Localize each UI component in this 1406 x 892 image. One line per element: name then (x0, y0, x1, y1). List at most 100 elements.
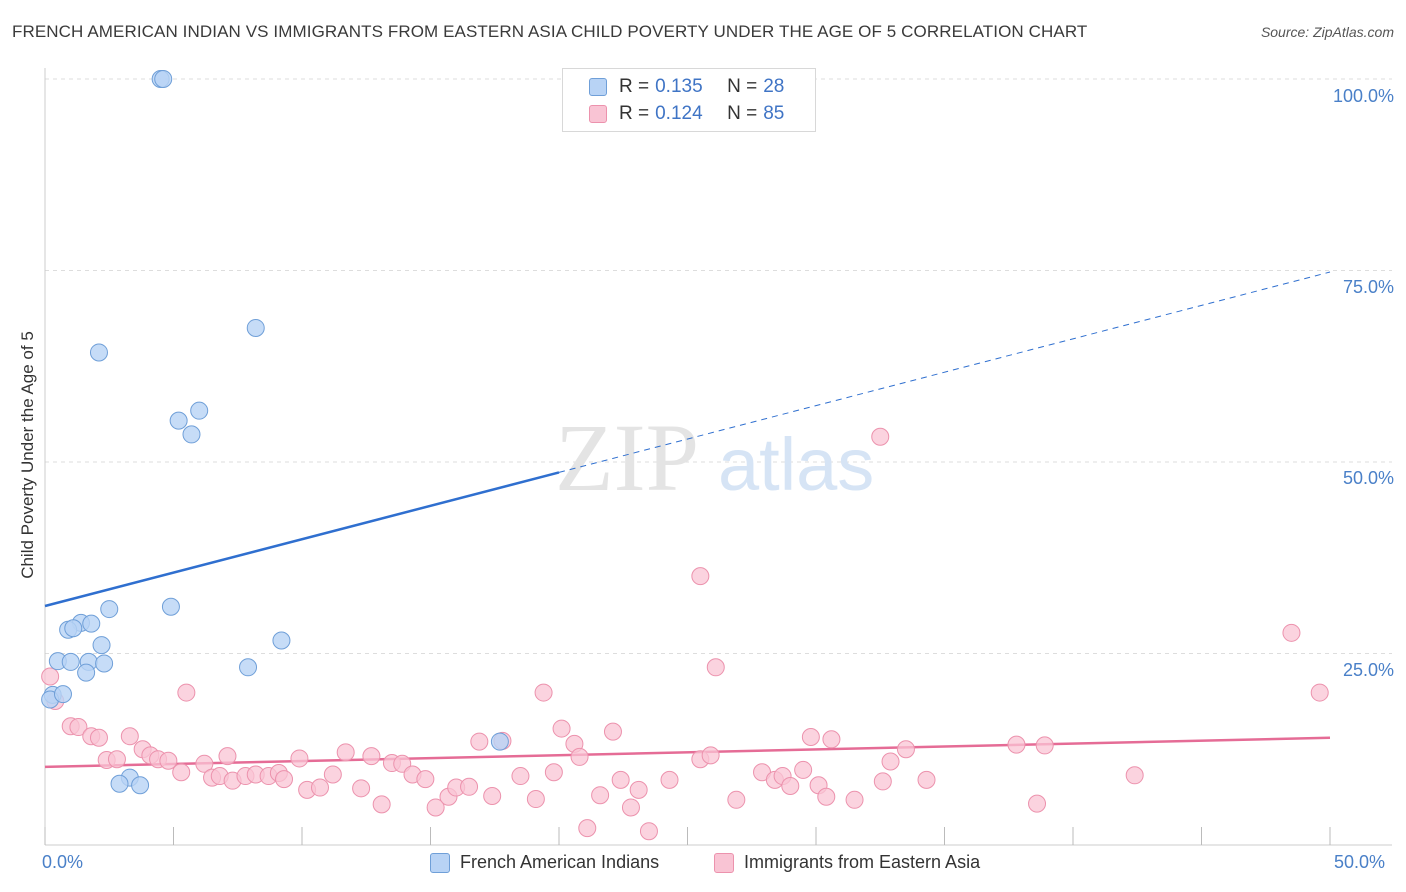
data-point-immigrants-eastern-asia (1035, 736, 1054, 755)
trend-line-french-american-indians (44, 471, 560, 608)
data-point-immigrants-eastern-asia (159, 751, 178, 770)
gridlines (45, 78, 1392, 654)
data-point-immigrants-eastern-asia (781, 777, 800, 796)
data-point-immigrants-eastern-asia (526, 790, 545, 809)
data-point-immigrants-eastern-asia (881, 752, 900, 771)
data-point-immigrants-eastern-asia (691, 567, 710, 586)
data-point-immigrants-eastern-asia (290, 749, 309, 768)
data-point-immigrants-eastern-asia (470, 732, 489, 751)
r-label: R = (619, 103, 650, 124)
data-point-immigrants-eastern-asia (1125, 766, 1144, 785)
data-point-french-american-indians (82, 614, 101, 633)
data-point-immigrants-eastern-asia (701, 746, 720, 765)
data-point-french-american-indians (246, 318, 265, 337)
r-value: 0.124 (655, 103, 703, 124)
data-point-french-american-indians (239, 658, 258, 677)
data-point-immigrants-eastern-asia (352, 779, 371, 798)
data-point-immigrants-eastern-asia (603, 722, 622, 741)
data-point-french-american-indians (131, 776, 150, 795)
y-tick-label: 50.0% (1342, 468, 1394, 488)
data-point-immigrants-eastern-asia (69, 718, 88, 737)
data-point-immigrants-eastern-asia (1028, 794, 1047, 813)
data-point-french-american-indians (272, 631, 291, 650)
data-point-immigrants-eastern-asia (896, 740, 915, 759)
x-tick-label: 0.0% (42, 852, 84, 872)
data-point-immigrants-eastern-asia (845, 790, 864, 809)
axes (44, 68, 1392, 846)
watermark: ZIP atlas (555, 404, 874, 511)
data-point-immigrants-eastern-asia (873, 772, 892, 791)
data-point-immigrants-eastern-asia (177, 683, 196, 702)
source-label: Source: ZipAtlas.com (1260, 24, 1394, 40)
data-point-immigrants-eastern-asia (195, 754, 214, 773)
series2-legend-swatch (714, 852, 734, 873)
series2-legend-label: Immigrants from Eastern Asia (744, 852, 981, 872)
trend-lines (44, 271, 1331, 769)
legend-row-series1: R = 0.135 N = 28 (589, 75, 784, 99)
series1-swatch (589, 78, 607, 96)
y-axis-label: Child Poverty Under the Age of 5 (18, 331, 37, 579)
data-point-immigrants-eastern-asia (660, 770, 679, 789)
data-point-french-american-indians (53, 685, 72, 704)
legend-item-french-american-indians[interactable]: French American Indians (430, 852, 659, 873)
data-point-immigrants-eastern-asia (172, 763, 191, 782)
data-point-immigrants-eastern-asia (41, 667, 60, 686)
data-point-french-american-indians (64, 619, 83, 638)
series2-swatch (589, 105, 607, 123)
data-point-immigrants-eastern-asia (817, 787, 836, 806)
chart-title: FRENCH AMERICAN INDIAN VS IMMIGRANTS FRO… (12, 22, 1088, 41)
data-point-french-american-indians (154, 70, 173, 88)
r-label: R = (619, 76, 650, 97)
y-tick-label: 75.0% (1342, 277, 1394, 297)
data-point-immigrants-eastern-asia (570, 747, 589, 766)
data-point-immigrants-eastern-asia (89, 728, 108, 747)
data-point-french-american-indians (61, 652, 80, 671)
trend-line-immigrants-eastern-asia (44, 736, 1331, 769)
data-point-immigrants-eastern-asia (483, 786, 502, 805)
data-point-immigrants-eastern-asia (794, 760, 813, 779)
data-point-french-american-indians (95, 654, 114, 673)
data-point-immigrants-eastern-asia (275, 770, 294, 789)
data-point-immigrants-eastern-asia (639, 822, 658, 841)
r-value: 0.135 (655, 76, 703, 97)
n-label: N = (727, 103, 758, 124)
x-tick-label: 50.0% (1334, 852, 1386, 872)
data-point-immigrants-eastern-asia (621, 798, 640, 817)
data-point-immigrants-eastern-asia (416, 770, 435, 789)
data-point-immigrants-eastern-asia (1007, 735, 1026, 754)
data-point-french-american-indians (100, 600, 119, 619)
data-point-immigrants-eastern-asia (1282, 623, 1301, 642)
data-point-immigrants-eastern-asia (120, 727, 139, 746)
data-point-immigrants-eastern-asia (591, 786, 610, 805)
data-point-french-american-indians (182, 425, 201, 444)
n-value: 85 (763, 103, 785, 124)
data-points (41, 70, 1329, 841)
data-point-french-american-indians (89, 343, 108, 362)
data-point-immigrants-eastern-asia (336, 743, 355, 762)
data-point-french-american-indians (92, 636, 111, 655)
data-point-immigrants-eastern-asia (801, 727, 820, 746)
data-point-french-american-indians (169, 411, 188, 430)
data-point-immigrants-eastern-asia (372, 795, 391, 814)
data-point-french-american-indians (190, 401, 209, 420)
data-point-immigrants-eastern-asia (362, 747, 381, 766)
legend-item-immigrants-eastern-asia[interactable]: Immigrants from Eastern Asia (714, 852, 980, 873)
trend-line-extension (558, 271, 1331, 473)
data-point-immigrants-eastern-asia (460, 777, 479, 796)
data-point-immigrants-eastern-asia (544, 763, 563, 782)
legend-row-series2: R = 0.124 N = 85 (589, 102, 784, 126)
data-point-immigrants-eastern-asia (534, 683, 553, 702)
data-point-french-american-indians (161, 597, 180, 616)
data-point-immigrants-eastern-asia (871, 427, 890, 446)
series1-legend-swatch (430, 852, 450, 873)
data-point-immigrants-eastern-asia (822, 730, 841, 749)
watermark-zip: ZIP (555, 404, 699, 511)
data-point-immigrants-eastern-asia (323, 765, 342, 784)
data-point-immigrants-eastern-asia (107, 750, 126, 769)
data-point-immigrants-eastern-asia (578, 819, 597, 838)
correlation-legend: R = 0.135 N = 28 R = 0.124 N = 85 (562, 68, 816, 132)
data-point-immigrants-eastern-asia (629, 780, 648, 799)
data-point-immigrants-eastern-asia (511, 767, 530, 786)
data-point-immigrants-eastern-asia (218, 747, 237, 766)
